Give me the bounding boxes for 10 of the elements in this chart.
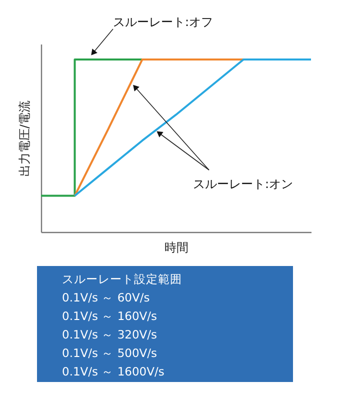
text: 0.1V/s ～ 60V/s xyxy=(62,290,150,304)
text: 0.1V/s ～ 320V/s xyxy=(62,328,158,342)
y-axis-title: 出力電圧/電流 xyxy=(18,100,32,177)
text: 0.1V/s ～ 160V/s xyxy=(62,309,158,323)
text: 0.1V/s ～ 1600V/s xyxy=(62,364,164,378)
text: スルーレート設定範囲 xyxy=(62,272,182,286)
text: 0.1V/s ～ 500V/s xyxy=(62,346,158,360)
x-axis-title: 時間 xyxy=(164,240,188,254)
annotation: スルーレート:オン xyxy=(192,177,294,191)
text: スルーレート:オフ xyxy=(112,15,214,29)
